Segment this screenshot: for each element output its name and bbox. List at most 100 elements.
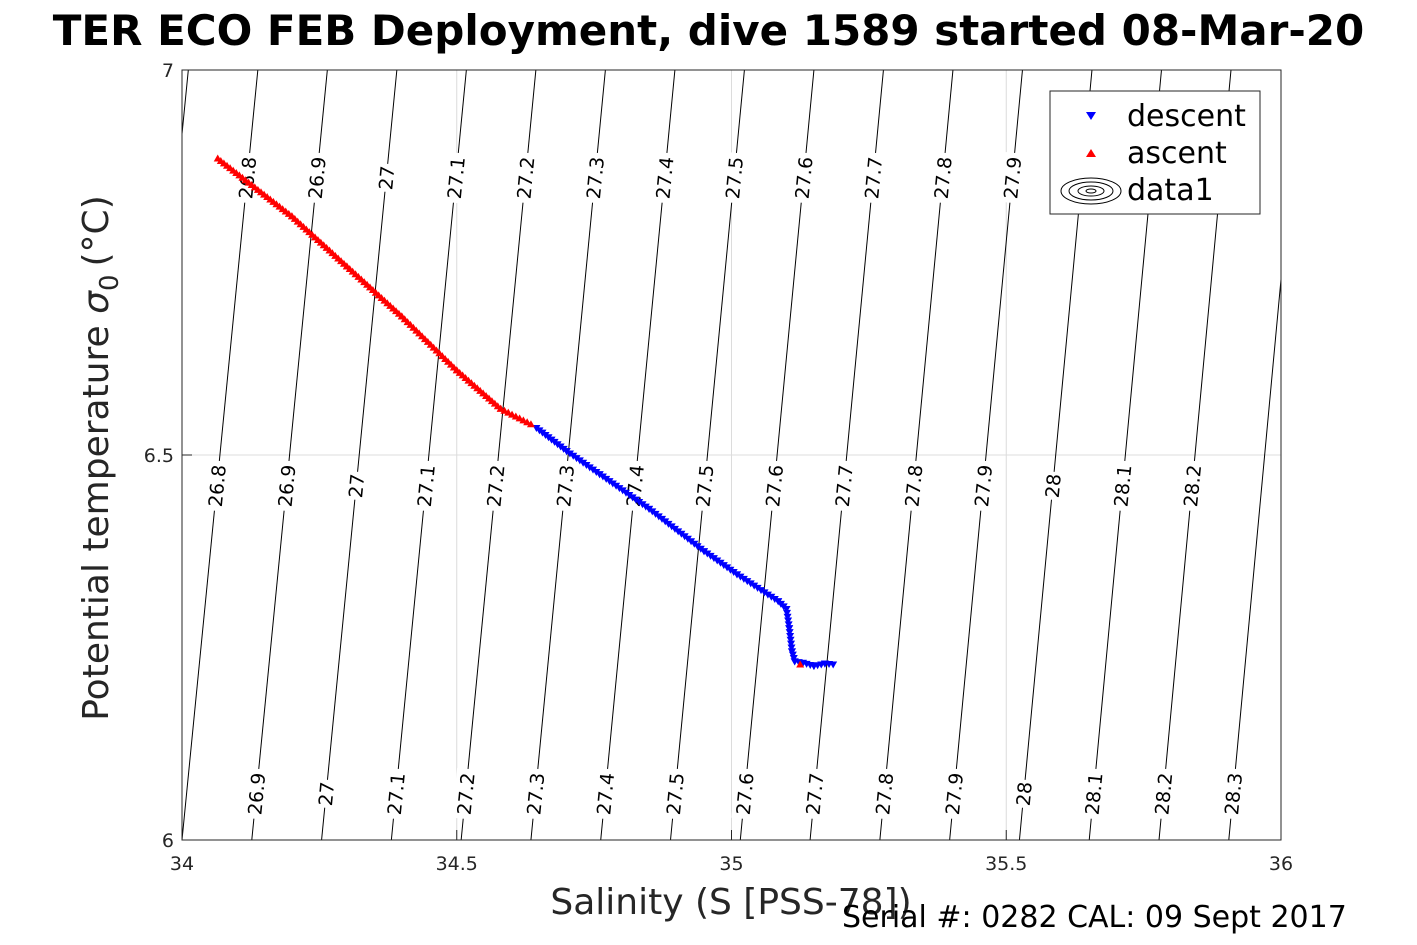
- descent-point: [760, 589, 769, 597]
- descent-point: [782, 606, 791, 613]
- contour-label-halo: [591, 767, 619, 820]
- contour-label-halo: [651, 151, 678, 204]
- contour-label-top: 26.9: [303, 151, 331, 204]
- contour-label-text: 27.7: [861, 156, 887, 200]
- contour-label-halo: [1149, 767, 1177, 820]
- contour-label-mid: 27.6: [760, 459, 788, 512]
- descent-point: [757, 587, 766, 595]
- contour-label-bottom: 27.7: [801, 767, 828, 820]
- descent-point: [782, 609, 791, 617]
- y-axis-label: Potential temperature σ0 (°C): [76, 195, 125, 721]
- contour-label-text: 28: [1013, 781, 1037, 807]
- descent-point: [736, 573, 745, 581]
- contour-label-text: 27.4: [593, 772, 619, 816]
- contour-label-halo: [1080, 767, 1107, 820]
- contour-label-halo: [661, 767, 689, 820]
- descent-point: [770, 596, 779, 604]
- y-tick-label: 7: [162, 60, 174, 82]
- contour-label-text: 27: [315, 781, 339, 807]
- contour-label-halo: [1219, 767, 1247, 820]
- x-tick-label: 34: [170, 853, 194, 875]
- contour-label-top: 27.5: [720, 151, 748, 204]
- contour-label-text: 27.1: [384, 772, 410, 816]
- contour-label-halo: [242, 767, 270, 820]
- contour-label-halo: [412, 459, 440, 512]
- contour-label-top: 27.7: [859, 151, 887, 204]
- contour-label-mid: 27.3: [551, 459, 579, 512]
- contour-label-text: 27.2: [513, 156, 539, 200]
- contour-label-top: 27.3: [581, 151, 609, 204]
- contour-label-text: 27.9: [971, 464, 997, 508]
- contour-label-text: 27.2: [484, 464, 510, 508]
- contour-labels: 26.8 26.9 27 27.1 27.2 27.3 27.4 27.5 27.6 27.7 27…: [203, 151, 1247, 820]
- legend-data1-label: data1: [1127, 173, 1214, 208]
- descent-point: [786, 632, 795, 640]
- contour-label-text: 27.5: [663, 772, 689, 816]
- x-tick-label: 35: [719, 853, 743, 875]
- contour-label-halo: [382, 767, 410, 820]
- isopycnal-line: [321, 70, 398, 840]
- axis-ticks: 34 34.5 35 35.5 36 6 6.5 7: [144, 60, 1293, 875]
- contour-label-halo: [900, 459, 927, 512]
- contour-label-halo: [760, 459, 788, 512]
- contour-label-mid: 27.2: [482, 459, 510, 512]
- descent-point: [784, 621, 793, 629]
- contour-label-text: 28: [1042, 473, 1066, 499]
- ascent-point: [526, 420, 535, 428]
- contour-label-halo: [720, 151, 748, 204]
- contour-label-bottom: 27.5: [661, 767, 689, 820]
- contour-label-top: 27.4: [651, 151, 679, 204]
- contour-label-halo: [233, 151, 261, 204]
- contour-label-halo: [801, 767, 828, 820]
- descent-point: [787, 640, 796, 648]
- legend-ascent-marker: [1086, 149, 1096, 157]
- descent-point: [732, 571, 741, 579]
- contour-label-top: 27.6: [790, 151, 818, 204]
- descent-point: [750, 582, 759, 590]
- contour-label-mid: 27.5: [691, 459, 719, 512]
- contour-label-text: 27.1: [444, 156, 470, 200]
- contour-label-mid: 28: [1040, 470, 1066, 501]
- contour-label-mid: 27: [343, 470, 369, 501]
- x-tick-label: 35.5: [985, 853, 1027, 875]
- contour-label-text: 27.9: [942, 772, 968, 816]
- contour-label-text: 27.3: [583, 156, 609, 200]
- contour-label-text: 27.6: [792, 156, 818, 200]
- ascent-point: [796, 660, 805, 668]
- descent-point: [785, 629, 794, 637]
- contour-label-mid: 27.7: [830, 459, 858, 512]
- descent-point: [786, 636, 795, 644]
- contour-label-text: 27.7: [832, 464, 858, 508]
- contour-label-text: 27.8: [901, 464, 927, 508]
- x-axis-label: Salinity (S [PSS-78]): [550, 882, 911, 923]
- contour-label-text: 28.2: [1151, 772, 1177, 816]
- isopycnal-line: [1228, 274, 1281, 840]
- contour-label-halo: [374, 162, 399, 193]
- contour-label-text: 27: [345, 473, 369, 499]
- contour-label-text: 27.6: [762, 464, 788, 508]
- contour-label-text: 27.2: [454, 772, 480, 816]
- descent-point: [743, 578, 752, 586]
- contour-label-bottom: 27.1: [382, 767, 410, 820]
- descent-point: [784, 617, 793, 625]
- contour-label-mid: 27.8: [900, 459, 927, 512]
- x-tick-label: 34.5: [436, 853, 478, 875]
- contour-label-halo: [482, 459, 509, 512]
- y-axis-label-text: Potential temperature: [76, 325, 117, 720]
- contour-label-halo: [343, 470, 369, 501]
- contour-label-bottom: 27.9: [940, 767, 968, 820]
- contour-label-halo: [940, 767, 968, 820]
- contour-label-halo: [452, 767, 480, 820]
- contour-label-text: 27.5: [692, 464, 718, 508]
- y-axis-label-unit: (°C): [76, 195, 117, 266]
- contour-label-top: 27.8: [929, 151, 957, 204]
- contour-label-halo: [969, 459, 997, 512]
- descent-point: [787, 644, 796, 652]
- descent-point: [763, 591, 772, 599]
- contour-label-bottom: 28: [1011, 778, 1037, 809]
- data-points: [213, 154, 838, 670]
- descent-point: [783, 613, 792, 621]
- contour-label-halo: [522, 767, 549, 820]
- contour-label-halo: [203, 459, 231, 512]
- contour-label-mid: 27.9: [969, 459, 997, 512]
